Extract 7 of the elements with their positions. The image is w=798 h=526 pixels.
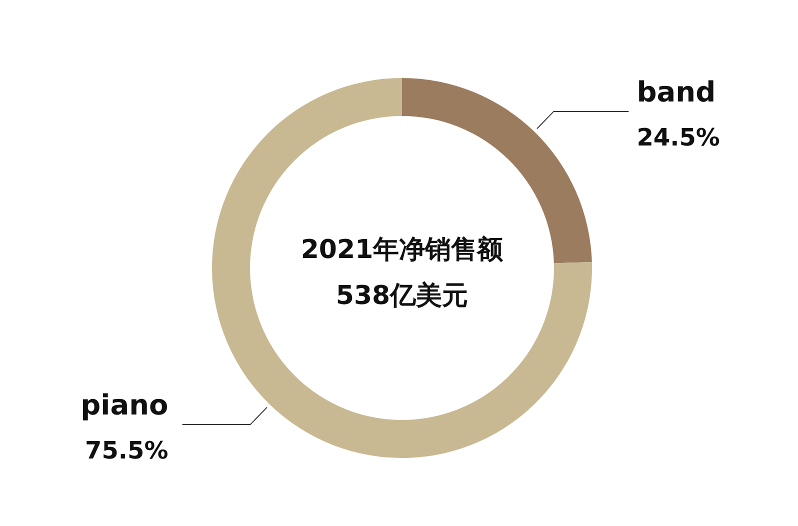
text: 538亿美元 xyxy=(336,281,468,311)
data-label: 75.5% xyxy=(85,436,168,465)
data-label: 24.5% xyxy=(636,123,720,152)
donut-slice xyxy=(212,78,592,458)
slice-label: band xyxy=(636,75,716,108)
slice-label: piano xyxy=(80,388,168,422)
text: 2021年净销售额 xyxy=(300,235,504,265)
